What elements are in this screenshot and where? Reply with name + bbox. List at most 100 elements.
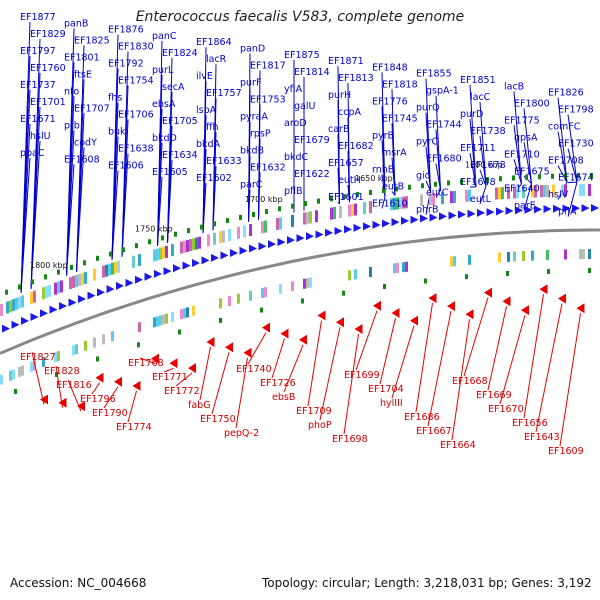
cog-band-segment — [111, 331, 114, 342]
gene-tick — [57, 269, 60, 275]
gene-tick — [486, 177, 489, 183]
cog-band-segment — [219, 231, 222, 244]
gene-tick — [551, 173, 554, 179]
gene-tick — [137, 342, 140, 348]
top-gene-label: EF1824 — [162, 48, 198, 59]
cog-band-segment — [6, 301, 9, 314]
cog-band-segment — [81, 272, 84, 285]
top-gene-label: EF1710 — [504, 149, 540, 160]
top-gene-line — [157, 176, 163, 246]
top-gene-label: secA — [162, 82, 185, 93]
gene-tick — [538, 174, 541, 180]
forward-gene-arrow — [59, 302, 67, 311]
topology-text: Topology: circular; Length: 3,218,031 bp… — [262, 576, 592, 590]
top-gene-label: lacB — [504, 81, 524, 92]
forward-gene-arrow — [543, 205, 552, 214]
bottom-gene-label: EF1643 — [524, 432, 560, 443]
top-gene-line — [479, 101, 487, 187]
top-gene-label: panC — [152, 31, 177, 42]
top-gene-label: phrB — [416, 205, 438, 216]
top-gene-label: EF1871 — [328, 56, 364, 67]
reverse-gene-arrow — [447, 301, 455, 312]
top-gene-line — [212, 166, 217, 231]
top-gene-label: gid — [416, 171, 431, 182]
cog-band-segment — [369, 201, 372, 214]
cog-band-segment — [105, 264, 108, 277]
top-gene-label: EF1829 — [30, 29, 66, 40]
top-gene-label: gspA-1 — [426, 86, 459, 97]
bottom-gene-label: EF1740 — [236, 364, 272, 375]
reverse-gene-arrow — [539, 284, 548, 295]
forward-gene-arrow — [534, 205, 542, 214]
bottom-gene-label: EF1750 — [200, 414, 236, 425]
cog-band-segment — [138, 253, 141, 266]
top-gene-label: msrA — [382, 147, 407, 158]
bottom-gene-line — [163, 367, 174, 373]
top-gene-label: EF1753 — [250, 95, 286, 106]
top-gene-label: codY — [74, 137, 97, 148]
bottom-gene-line — [247, 332, 267, 365]
reverse-gene-arrow — [95, 372, 104, 383]
top-gene-label: EF1875 — [284, 50, 320, 61]
bottom-gene-label: phoP — [308, 420, 332, 431]
top-gene-label: eutH — [338, 175, 361, 186]
forward-gene-arrow — [429, 213, 438, 222]
gene-tick — [473, 178, 476, 184]
top-gene-label: buk — [108, 127, 126, 138]
gene-tick — [200, 224, 203, 230]
cog-band-segment — [306, 278, 309, 289]
cog-band-segment — [405, 261, 408, 272]
gene-tick — [44, 274, 47, 280]
scale-labels: 1800 kbp 1750 kbp 1700 kbp 1650 kbp 1600 kbp — [30, 161, 503, 270]
cog-band-segment — [582, 184, 585, 197]
top-gene-label: eutL — [470, 194, 492, 205]
cog-band-segment — [9, 300, 12, 313]
color-bands — [0, 184, 591, 385]
top-gene-line — [557, 165, 568, 183]
scale-label: 1700 kbp — [245, 195, 283, 204]
bottom-gene-line — [307, 320, 322, 407]
reverse-gene-arrow — [428, 293, 437, 304]
top-gene-label: EF1801 — [64, 52, 100, 63]
cog-band-segment — [306, 211, 309, 224]
cog-band-segment — [279, 283, 282, 294]
forward-gene-arrow — [87, 291, 96, 300]
forward-gene-arrow — [391, 218, 400, 227]
forward-gene-arrow — [116, 281, 124, 290]
cog-band-segment — [405, 196, 408, 209]
cog-band-segment — [84, 271, 87, 284]
cog-band-segment — [351, 204, 354, 217]
top-gene-label: EF1638 — [118, 144, 154, 155]
cog-band-segment — [42, 356, 45, 367]
forward-gene-arrow — [68, 298, 77, 307]
cog-band-segment — [450, 191, 453, 204]
bottom-gene-label: EF1609 — [548, 446, 584, 457]
gene-tick — [395, 186, 398, 192]
gene-tick — [226, 218, 229, 224]
cog-band-segment — [309, 277, 312, 288]
top-gene-line — [347, 185, 350, 203]
cog-band-segment — [159, 315, 162, 326]
forward-gene-arrow — [135, 275, 143, 284]
bottom-gene-label: ebsB — [272, 392, 295, 403]
reverse-gene-arrow — [58, 397, 67, 408]
cog-band-segment — [552, 184, 555, 197]
cog-band-segment — [33, 290, 36, 303]
cog-band-segment — [513, 186, 516, 199]
top-gene-label: ptb — [64, 120, 80, 131]
top-gene-line — [30, 140, 41, 289]
gene-tick — [564, 173, 567, 179]
forward-gene-arrow — [334, 227, 343, 236]
gene-tick — [252, 211, 255, 217]
forward-gene-arrow — [230, 249, 238, 258]
forward-gene-arrow — [325, 228, 333, 237]
cog-band-segment — [30, 361, 33, 372]
forward-gene-arrow — [258, 242, 267, 251]
forward-gene-arrow — [192, 258, 200, 267]
bottom-gene-label: EF1774 — [116, 422, 152, 433]
bottom-gene-label: pepQ-2 — [224, 428, 259, 439]
top-gene-line — [513, 125, 522, 185]
bottom-gene-line — [499, 315, 526, 405]
top-gene-line — [557, 97, 568, 183]
cog-band-segment — [237, 226, 240, 239]
